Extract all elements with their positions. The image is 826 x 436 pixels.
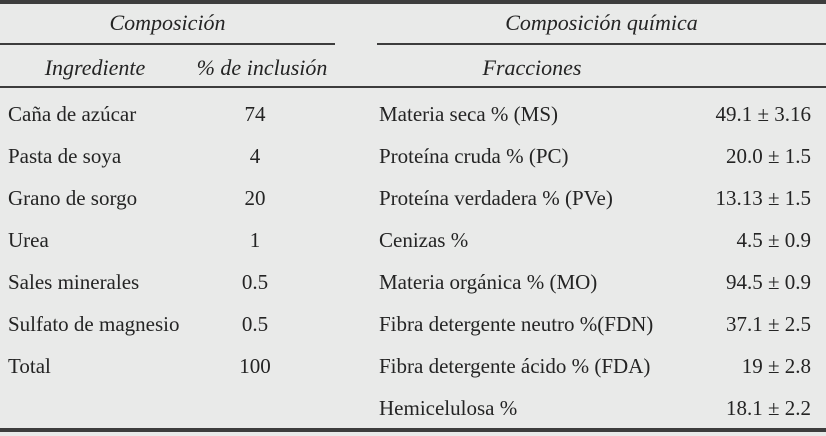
ingredient-value: 0.5: [241, 270, 269, 294]
table-row: Caña de azúcar 74: [0, 93, 335, 135]
ingredient-label: Sales minerales: [8, 270, 140, 294]
fraction-label: Proteína cruda % (PC): [379, 144, 569, 168]
fractions-table-body: Materia seca % (MS) 49.1 ± 3.16 Proteína…: [377, 93, 826, 429]
table-row: Cenizas % 4.5 ± 0.9: [377, 219, 826, 261]
fraction-label: Cenizas %: [379, 228, 469, 252]
left-group-header-rule: [0, 43, 335, 45]
column-header-fracciones: Fracciones: [482, 55, 582, 80]
ingredient-label: Grano de sorgo: [8, 186, 138, 210]
bottom-rule: [0, 428, 826, 432]
fraction-label: Materia seca % (MS): [379, 102, 559, 126]
ingredient-value: 4: [249, 144, 261, 168]
ingredient-value: 0.5: [241, 312, 269, 336]
table-row: Sulfato de magnesio 0.5: [0, 303, 335, 345]
ingredient-label: Urea: [8, 228, 49, 252]
fraction-value: 20.0 ± 1.5: [725, 144, 811, 168]
right-group-header-rule: [377, 43, 826, 45]
fraction-value: 18.1 ± 2.2: [725, 396, 811, 420]
fraction-label: Hemicelulosa %: [379, 396, 518, 420]
table-row: Materia seca % (MS) 49.1 ± 3.16: [377, 93, 826, 135]
ingredient-value: 100: [239, 354, 271, 378]
ingredient-value: 74: [244, 102, 266, 126]
table-row: Proteína verdadera % (PVe) 13.13 ± 1.5: [377, 177, 826, 219]
table-row: Grano de sorgo 20: [0, 177, 335, 219]
table-row: Fibra detergente ácido % (FDA) 19 ± 2.8: [377, 345, 826, 387]
ingredient-value: 1: [249, 228, 261, 252]
table-row: Materia orgánica % (MO) 94.5 ± 0.9: [377, 261, 826, 303]
ingredient-label: Sulfato de magnesio: [8, 312, 180, 336]
table-row: Pasta de soya 4: [0, 135, 335, 177]
fraction-label: Fibra detergente ácido % (FDA): [379, 354, 651, 378]
fraction-value: 94.5 ± 0.9: [725, 270, 811, 294]
right-group-header: Composición química: [505, 10, 698, 35]
top-rule: [0, 0, 826, 4]
table-row: Hemicelulosa % 18.1 ± 2.2: [377, 387, 826, 429]
fraction-label: Materia orgánica % (MO): [379, 270, 598, 294]
ingredients-table-body: Caña de azúcar 74 Pasta de soya 4 Grano …: [0, 93, 335, 387]
ingredient-value: 20: [244, 186, 266, 210]
table-row: Urea 1: [0, 219, 335, 261]
table-row: Proteína cruda % (PC) 20.0 ± 1.5: [377, 135, 826, 177]
table-row: Sales minerales 0.5: [0, 261, 335, 303]
fraction-value: 49.1 ± 3.16: [715, 102, 811, 126]
fraction-label: Proteína verdadera % (PVe): [379, 186, 613, 210]
fraction-label: Fibra detergente neutro %(FDN): [379, 312, 654, 336]
table-row: Fibra detergente neutro %(FDN) 37.1 ± 2.…: [377, 303, 826, 345]
column-header-ingrediente: Ingrediente: [44, 55, 146, 80]
ingredient-label: Caña de azúcar: [8, 102, 137, 126]
fraction-value: 19 ± 2.8: [741, 354, 811, 378]
table-row: Total 100: [0, 345, 335, 387]
ingredient-label: Total: [8, 354, 51, 378]
fraction-value: 13.13 ± 1.5: [715, 186, 811, 210]
left-group-header: Composición: [109, 10, 226, 35]
subheader-rule: [0, 86, 826, 88]
column-header-inclusion: % de inclusión: [196, 55, 328, 80]
fraction-value: 4.5 ± 0.9: [736, 228, 811, 252]
fraction-value: 37.1 ± 2.5: [725, 312, 811, 336]
ingredient-label: Pasta de soya: [8, 144, 122, 168]
